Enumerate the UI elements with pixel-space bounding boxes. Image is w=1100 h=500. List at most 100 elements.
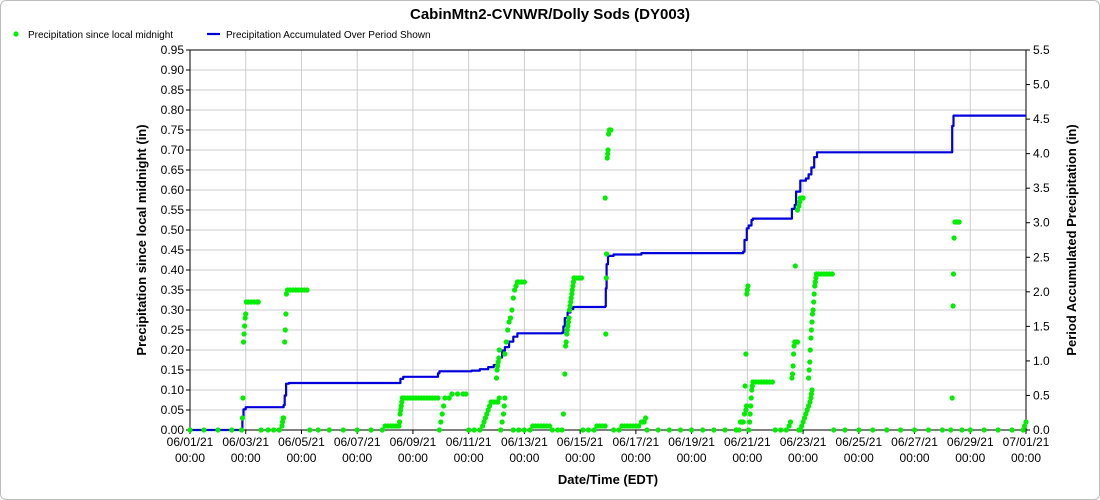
series-precipitation-since-midnight: [187, 127, 1029, 433]
precip-point: [956, 219, 962, 225]
precip-point: [744, 291, 750, 297]
precip-point: [513, 283, 519, 289]
precip-point: [831, 427, 837, 433]
x-tick-label-time: 00:00: [621, 451, 651, 465]
x-tick-label-time: 00:00: [677, 451, 707, 465]
precip-point: [948, 427, 954, 433]
precip-point: [898, 427, 904, 433]
left-tick-label: 0.80: [161, 103, 185, 117]
precip-point: [436, 427, 442, 433]
precip-point: [255, 299, 261, 305]
precip-point: [604, 155, 610, 161]
precip-point: [925, 427, 932, 433]
left-tick-label: 0.90: [161, 63, 185, 77]
precip-point: [496, 395, 502, 401]
x-axis-ticks: 06/01/21 00:00 06/03/21 00:00 06/05/21 00:00 0…: [167, 430, 1050, 465]
precip-point: [326, 427, 332, 433]
x-tick-label-date: 06/13/21: [501, 435, 548, 449]
precip-point: [568, 299, 574, 305]
precip-point: [1023, 419, 1029, 425]
precip-point: [510, 295, 516, 301]
precip-point: [950, 271, 957, 277]
left-tick-label: 0.35: [161, 283, 185, 297]
precip-point: [240, 339, 247, 345]
precip-point: [501, 403, 507, 409]
right-tick-label: 5.5: [1033, 43, 1050, 57]
x-tick-label-time: 00:00: [509, 451, 539, 465]
x-tick-label-time: 00:00: [454, 451, 484, 465]
right-tick-label: 1.0: [1033, 354, 1050, 368]
precip-point: [495, 363, 501, 369]
precip-point: [499, 419, 505, 425]
precip-point: [441, 403, 447, 409]
x-tick-label-time: 00:00: [1011, 451, 1041, 465]
precip-point: [566, 307, 573, 313]
precip-point: [666, 427, 672, 433]
precip-point: [790, 363, 796, 369]
precip-point: [281, 415, 287, 421]
precip-point: [570, 283, 576, 289]
precip-point: [580, 427, 586, 433]
precip-point: [549, 427, 555, 433]
precip-point: [616, 427, 622, 433]
precip-point: [555, 427, 561, 433]
precip-point: [829, 271, 835, 277]
left-tick-label: 0.40: [161, 263, 185, 277]
precip-point: [516, 427, 522, 433]
precip-point: [493, 375, 500, 381]
plot-area-border: [189, 49, 1027, 431]
precip-point: [806, 367, 812, 373]
right-tick-label: 2.5: [1033, 250, 1050, 264]
left-tick-label: 0.50: [161, 223, 185, 237]
precip-point: [510, 427, 516, 433]
precip-point: [749, 387, 755, 393]
precip-point: [265, 427, 271, 433]
precip-point: [368, 427, 374, 433]
precip-point: [454, 391, 461, 397]
x-tick-label-date: 06/17/21: [613, 435, 660, 449]
precip-point: [806, 375, 812, 381]
precip-point: [655, 427, 661, 433]
left-axis-title: Precipitation since local midnight (in): [134, 124, 149, 355]
precip-point: [950, 303, 956, 309]
precip-point: [636, 423, 642, 429]
precip-point: [258, 427, 264, 433]
precip-point: [215, 427, 221, 433]
precip-point: [511, 287, 518, 293]
precip-point: [242, 315, 248, 321]
x-tick-label-time: 00:00: [900, 451, 930, 465]
precip-point: [506, 319, 512, 325]
x-tick-label-time: 00:00: [398, 451, 428, 465]
precip-point: [700, 427, 706, 433]
left-tick-label: 0.25: [161, 323, 185, 337]
precip-point: [521, 279, 528, 285]
precip-point: [521, 427, 528, 433]
x-tick-label-date: 06/11/21: [446, 435, 492, 449]
precip-point: [398, 403, 404, 409]
precip-point: [239, 415, 245, 421]
left-tick-label: 0.95: [161, 43, 185, 57]
precip-point: [399, 399, 405, 405]
precip-point: [502, 351, 508, 357]
precip-point: [569, 287, 575, 293]
legend-marker-precip-since-midnight: [13, 31, 19, 37]
precip-point: [487, 403, 493, 409]
precip-point: [813, 275, 819, 281]
precip-point: [911, 427, 918, 433]
precip-point: [229, 427, 235, 433]
precip-point: [745, 283, 751, 289]
right-tick-label: 5.0: [1033, 78, 1050, 92]
precip-point: [485, 407, 491, 413]
precip-point: [602, 195, 608, 201]
x-tick-label-time: 00:00: [788, 451, 818, 465]
precip-point: [477, 427, 483, 433]
legend: Precipitation since local midnight Preci…: [13, 30, 431, 41]
precip-point: [995, 427, 1001, 433]
precip-point: [791, 343, 797, 349]
accumulated-precipitation-line: [190, 114, 1026, 432]
precip-point: [494, 367, 500, 373]
precip-point: [466, 427, 472, 433]
precip-point: [602, 423, 608, 429]
precip-point: [959, 427, 965, 433]
precip-point: [809, 311, 816, 317]
